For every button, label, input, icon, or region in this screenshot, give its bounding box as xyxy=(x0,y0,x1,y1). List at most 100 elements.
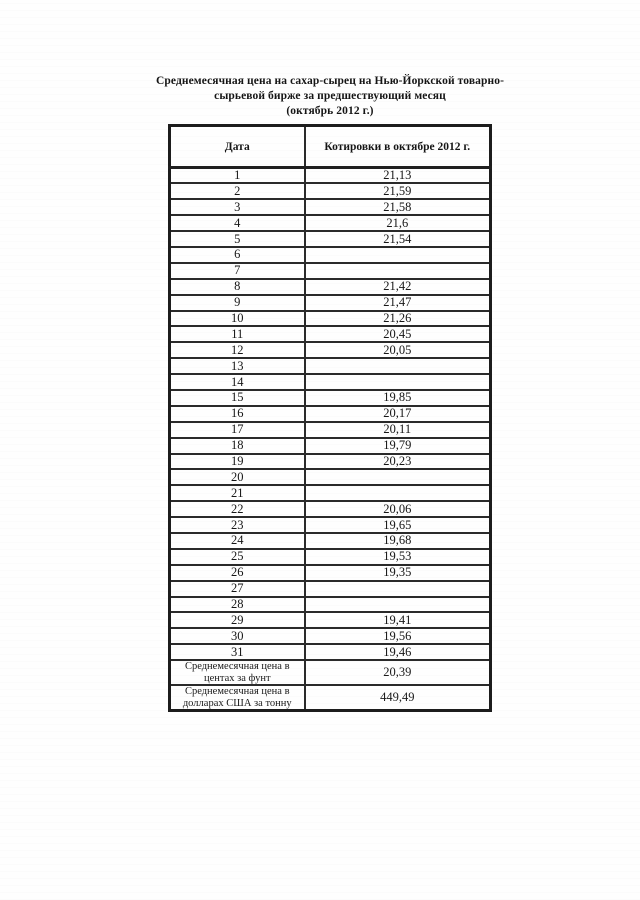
quote-cell xyxy=(303,468,492,487)
quote-cell xyxy=(303,579,492,598)
summary-value: 20,39 xyxy=(303,659,492,687)
column-header-quotes: Котировки в октябре 2012 г. xyxy=(303,124,492,169)
summary-label: Среднемесячная цена в центах за фунт xyxy=(168,659,306,687)
date-cell: 19 xyxy=(168,452,306,471)
quote-cell: 21,59 xyxy=(303,182,492,201)
table-row: 30 19,56 xyxy=(168,627,492,646)
table-row: 28 xyxy=(168,595,492,614)
price-table-body: 1 21,13 2 21,59 3 21,58 4 21,6 5 21,54 6 7 8 21,42 9 21… xyxy=(168,166,492,662)
document-title-line-1: Среднемесячная цена на сахар-сырец на Нь… xyxy=(155,75,505,87)
date-cell: 3 xyxy=(168,198,306,217)
sugar-price-table: Дата Котировки в октябре 2012 г. 1 21,13 2… xyxy=(168,124,492,713)
quote-cell: 19,46 xyxy=(303,643,492,662)
table-row: 5 21,54 xyxy=(168,230,492,248)
table-row: 10 21,26 xyxy=(168,309,492,328)
table-row: 4 21,6 xyxy=(168,214,492,233)
table-row: 1 21,13 xyxy=(168,166,492,185)
table-row: 27 xyxy=(168,579,492,598)
document-title-line-2: сырьевой бирже за предшествующий месяц xyxy=(214,90,446,102)
date-cell: 14 xyxy=(168,373,306,391)
quote-cell: 19,56 xyxy=(303,627,492,646)
date-cell: 24 xyxy=(168,531,306,550)
date-cell: 20 xyxy=(168,468,306,487)
quote-cell xyxy=(303,484,492,503)
date-cell: 28 xyxy=(168,595,306,614)
table-row: 9 21,47 xyxy=(168,293,492,312)
table-row: 12 20,05 xyxy=(168,341,492,360)
quote-cell: 20,17 xyxy=(303,404,492,423)
summary-label: Среднемесячная цена в долларах США за то… xyxy=(168,684,306,712)
quote-cell: 19,79 xyxy=(303,436,492,455)
summary-value: 449,49 xyxy=(303,684,492,712)
date-cell: 17 xyxy=(168,420,306,439)
table-row: 31 19,46 xyxy=(168,643,492,662)
date-cell: 27 xyxy=(168,579,306,598)
date-cell: 26 xyxy=(168,563,306,582)
summary-row: Среднемесячная цена в центах за фунт 20,3… xyxy=(168,659,492,687)
quote-cell: 21,47 xyxy=(303,293,492,312)
quote-cell: 19,65 xyxy=(303,516,492,534)
date-cell: 15 xyxy=(168,388,306,407)
quote-cell: 20,23 xyxy=(303,452,492,471)
table-row: 13 xyxy=(168,357,492,376)
table-row: 15 19,85 xyxy=(168,388,492,407)
table-row: 18 19,79 xyxy=(168,436,492,455)
table-row: 3 21,58 xyxy=(168,198,492,217)
date-cell: 13 xyxy=(168,357,306,376)
date-cell: 18 xyxy=(168,436,306,455)
date-cell: 30 xyxy=(168,627,306,646)
date-cell: 29 xyxy=(168,611,306,630)
quote-cell: 21,58 xyxy=(303,198,492,217)
table-row: 20 xyxy=(168,468,492,487)
column-header-date: Дата xyxy=(168,124,306,169)
quote-cell: 20,06 xyxy=(303,500,492,519)
quote-cell: 21,42 xyxy=(303,277,492,296)
date-cell: 12 xyxy=(168,341,306,360)
quote-cell: 21,26 xyxy=(303,309,492,328)
table-row: 16 20,17 xyxy=(168,404,492,423)
table-row: 14 xyxy=(168,373,492,391)
quote-cell xyxy=(303,357,492,376)
date-cell: 8 xyxy=(168,277,306,296)
table-row: 23 19,65 xyxy=(168,516,492,534)
date-cell: 31 xyxy=(168,643,306,662)
quote-cell: 19,35 xyxy=(303,563,492,582)
date-cell: 1 xyxy=(168,166,306,185)
date-cell: 21 xyxy=(168,484,306,503)
table-row: 11 20,45 xyxy=(168,325,492,344)
summary-row: Среднемесячная цена в долларах США за то… xyxy=(168,684,492,712)
table-row: 7 xyxy=(168,261,492,280)
date-cell: 9 xyxy=(168,293,306,312)
table-row: 25 19,53 xyxy=(168,547,492,566)
date-cell: 16 xyxy=(168,404,306,423)
quote-cell: 20,11 xyxy=(303,420,492,439)
date-cell: 2 xyxy=(168,182,306,201)
table-row: 21 xyxy=(168,484,492,503)
date-cell: 5 xyxy=(168,230,306,248)
quote-cell: 19,53 xyxy=(303,547,492,566)
quote-cell xyxy=(303,261,492,280)
quote-cell: 21,13 xyxy=(303,166,492,185)
table-row: 17 20,11 xyxy=(168,420,492,439)
date-cell: 23 xyxy=(168,516,306,534)
table-header-row: Дата Котировки в октябре 2012 г. xyxy=(168,124,492,169)
table-row: 19 20,23 xyxy=(168,452,492,471)
table-row: 26 19,35 xyxy=(168,563,492,582)
quote-cell: 19,68 xyxy=(303,531,492,550)
date-cell: 6 xyxy=(168,245,306,264)
quote-cell: 19,41 xyxy=(303,611,492,630)
quote-cell: 21,54 xyxy=(303,230,492,248)
table-row: 24 19,68 xyxy=(168,531,492,550)
table-row: 8 21,42 xyxy=(168,277,492,296)
quote-cell xyxy=(303,245,492,264)
quote-cell: 20,05 xyxy=(303,341,492,360)
table-row: 29 19,41 xyxy=(168,611,492,630)
quote-cell: 21,6 xyxy=(303,214,492,233)
date-cell: 4 xyxy=(168,214,306,233)
document-title-line-3: (октябрь 2012 г.) xyxy=(286,105,374,117)
date-cell: 25 xyxy=(168,547,306,566)
document-title: Среднемесячная цена на сахар-сырец на Нь… xyxy=(140,74,520,119)
quote-cell: 20,45 xyxy=(303,325,492,344)
date-cell: 22 xyxy=(168,500,306,519)
